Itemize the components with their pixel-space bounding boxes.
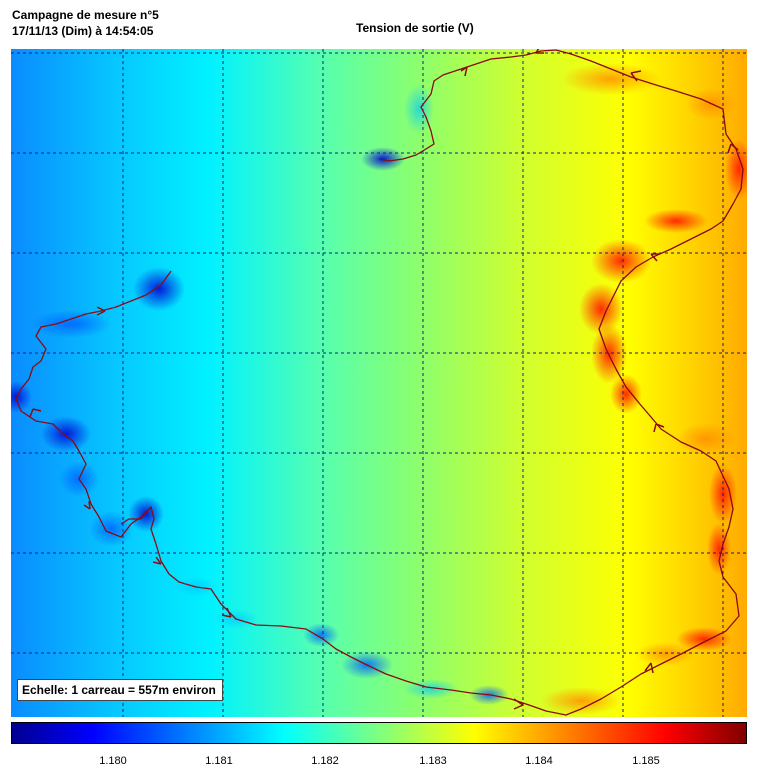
measurement-map[interactable] (11, 49, 747, 717)
colorbar-tick-1183: 1.183 (419, 755, 447, 767)
colorbar-tick-1180: 1.180 (99, 755, 127, 767)
track-main (15, 49, 744, 716)
map-title: Tension de sortie (V) (356, 21, 474, 35)
measurement-track (15, 49, 744, 716)
map-grid (11, 49, 747, 717)
colorbar-tick-1181: 1.181 (205, 755, 233, 767)
colorbar-tick-1182: 1.182 (311, 755, 339, 767)
scale-label: Echelle: 1 carreau = 557m environ (17, 679, 223, 701)
colorbar-tick-1185: 1.185 (632, 755, 660, 767)
colorbar-tick-1184: 1.184 (525, 755, 553, 767)
measurement-datetime: 17/11/13 (Dim) à 14:54:05 (12, 24, 154, 38)
campaign-title: Campagne de mesure n°5 (12, 8, 159, 22)
colorbar (11, 722, 747, 744)
track-direction-arrows (29, 49, 739, 710)
